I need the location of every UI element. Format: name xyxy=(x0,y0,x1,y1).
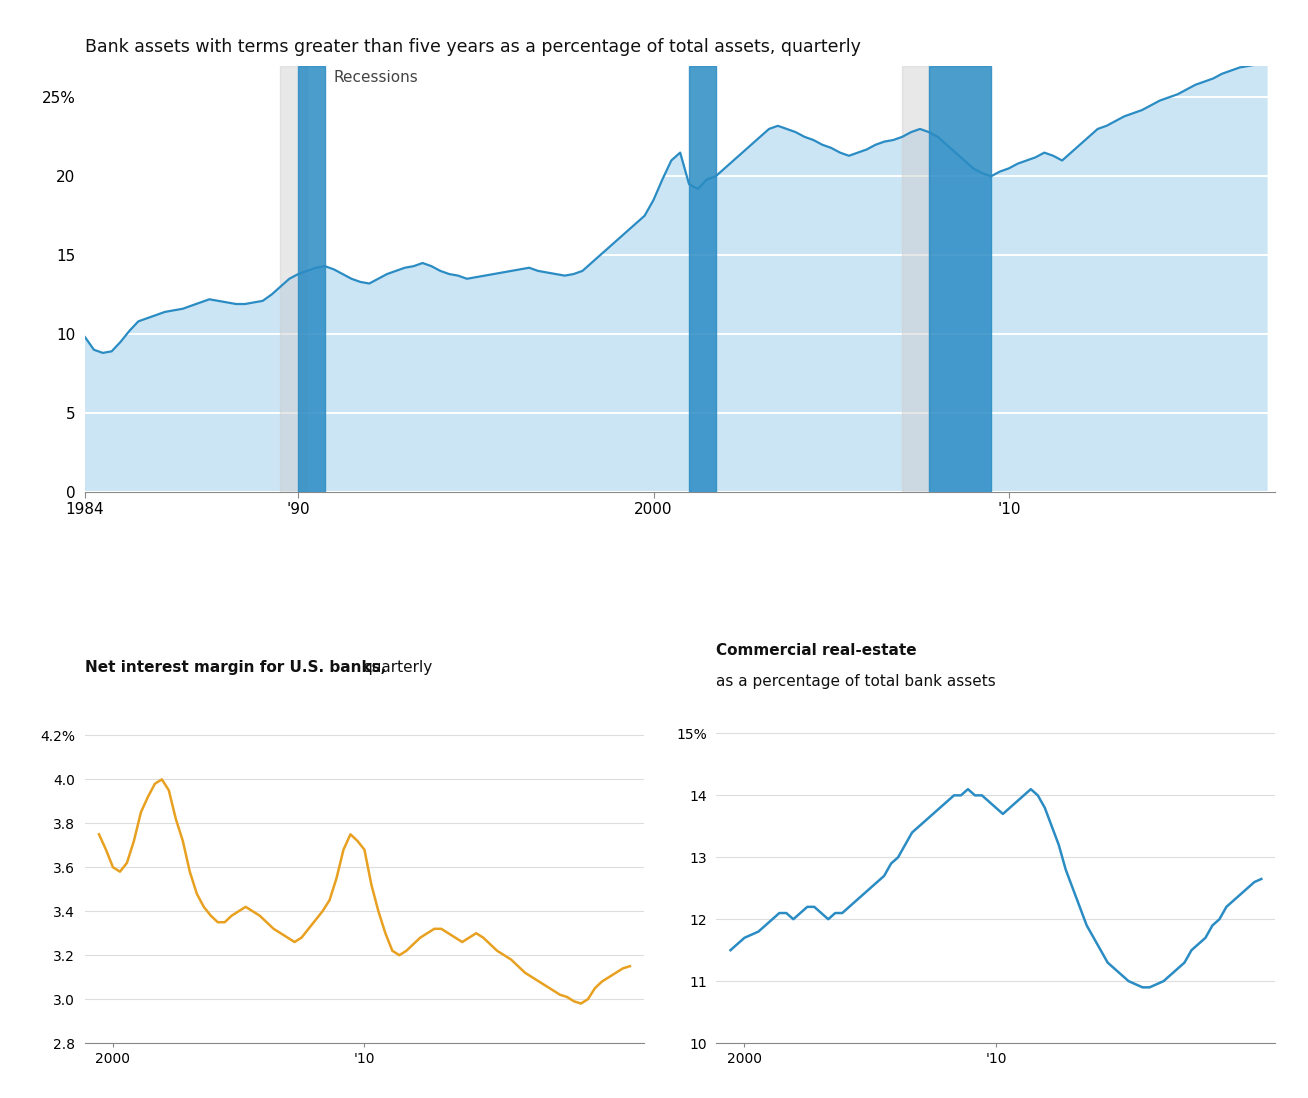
Bar xyxy=(280,66,307,492)
Text: as a percentage of total bank assets: as a percentage of total bank assets xyxy=(717,674,997,688)
Text: Commercial real-estate: Commercial real-estate xyxy=(717,643,917,658)
Bar xyxy=(929,66,991,492)
Text: Net interest margin for U.S. banks,: Net interest margin for U.S. banks, xyxy=(85,660,386,675)
Bar xyxy=(689,66,715,492)
Text: Bank assets with terms greater than five years as a percentage of total assets, : Bank assets with terms greater than five… xyxy=(85,38,861,56)
Bar xyxy=(903,66,929,492)
Text: Recessions: Recessions xyxy=(334,70,419,85)
Text: quarterly: quarterly xyxy=(361,660,432,675)
Bar xyxy=(298,66,324,492)
